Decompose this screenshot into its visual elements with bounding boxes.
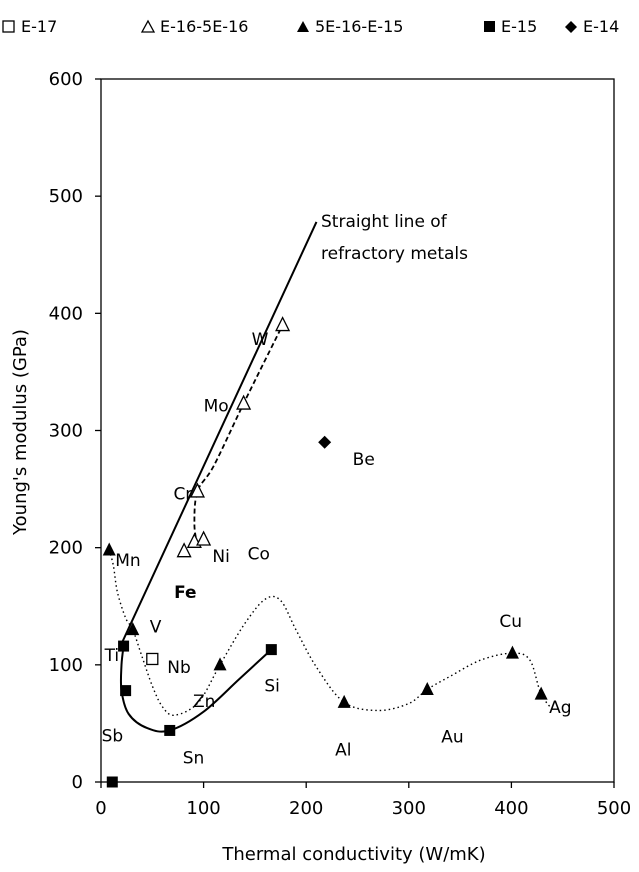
point-label-ni: Ni <box>212 547 229 567</box>
point-label-co: Co <box>248 544 270 564</box>
data-point-filled-square <box>106 776 118 788</box>
legend-label-e16: E-16-5E-16 <box>160 17 248 36</box>
x-tick-label: 400 <box>494 798 528 819</box>
data-point-open-triangle <box>236 394 252 410</box>
point-label-al: Al <box>335 740 351 760</box>
refractory-metals-line <box>120 221 318 645</box>
x-tick-label: 0 <box>95 798 106 819</box>
data-point-filled-triangle <box>102 542 116 556</box>
point-label-cr: Cr <box>173 484 192 504</box>
data-point-filled-triangle <box>213 657 227 671</box>
point-label-fe: Fe <box>174 583 196 603</box>
data-point-filled-square <box>118 640 130 652</box>
trend-curve-solid <box>119 645 272 733</box>
trend-curve-dashed <box>193 324 284 546</box>
point-label-nb: Nb <box>167 658 191 678</box>
x-tick-label: 300 <box>392 798 426 819</box>
axes: 0 100 200 300 400 500 0 100 200 300 400 500 600 <box>49 69 632 819</box>
data-point-open-triangle <box>275 316 291 332</box>
legend-label-e15: E-15 <box>501 17 537 36</box>
legend-label-5e16: 5E-16-E-15 <box>315 17 403 36</box>
y-tick-label: 600 <box>49 69 83 90</box>
data-points <box>102 316 548 788</box>
data-point-filled-triangle <box>534 686 548 700</box>
data-point-open-triangle <box>189 482 205 498</box>
data-point-open-square <box>146 652 159 666</box>
legend-label-e17: E-17 <box>21 17 57 36</box>
point-label-mn: Mn <box>115 551 140 571</box>
annotation-line-2: refractory metals <box>321 244 468 264</box>
data-point-filled-triangle <box>505 645 519 659</box>
legend-marker-e14 <box>565 21 577 33</box>
point-label-v: V <box>150 618 162 638</box>
legend-marker-5e16 <box>297 21 309 32</box>
y-tick-label: 500 <box>49 186 83 207</box>
data-point-filled-square <box>265 644 277 656</box>
point-label-si: Si <box>264 677 280 697</box>
point-label-ag: Ag <box>549 698 571 718</box>
legend-marker-e15 <box>484 21 495 32</box>
annotation-line-1: Straight line of <box>321 212 448 232</box>
data-point-filled-triangle <box>420 681 434 695</box>
point-labels: Nb W Mo Cr Ni Co Fe Mn V Zn Al Au Cu Ag Ti Sb Sn Si Be <box>102 330 572 768</box>
x-axis-label: Thermal conductivity (W/mK) <box>221 844 485 865</box>
data-point-filled-diamond <box>318 435 332 449</box>
point-label-be: Be <box>353 450 375 470</box>
point-label-mo: Mo <box>204 397 229 417</box>
legend-marker-e17 <box>2 20 15 33</box>
data-point-filled-square <box>164 724 176 736</box>
legend-svg: E-17 E-16-5E-16 5E-16-E-15 E-15 E-14 <box>2 17 619 36</box>
y-tick-label: 400 <box>49 303 83 324</box>
legend-marker-e16 <box>140 19 156 33</box>
point-label-sb: Sb <box>102 727 124 747</box>
legend-label-e14: E-14 <box>583 17 619 36</box>
y-tick-label: 200 <box>49 538 83 559</box>
point-label-cu: Cu <box>499 612 522 632</box>
x-tick-label: 200 <box>289 798 323 819</box>
curves <box>108 221 556 733</box>
y-axis-label: Young's modulus (GPa) <box>10 329 31 536</box>
data-point-filled-triangle <box>126 622 140 636</box>
y-tick-label: 300 <box>49 421 83 442</box>
data-point-open-triangle <box>196 530 212 546</box>
y-tick-label: 100 <box>49 655 83 676</box>
data-point-filled-square <box>120 685 132 697</box>
y-tick-label: 0 <box>72 772 83 793</box>
point-label-w: W <box>252 330 269 350</box>
data-point-open-triangle <box>176 542 192 558</box>
point-label-sn: Sn <box>183 748 205 768</box>
x-tick-label: 500 <box>597 798 631 819</box>
point-label-zn: Zn <box>193 692 215 712</box>
point-label-au: Au <box>441 727 463 747</box>
x-tick-label: 100 <box>186 798 220 819</box>
point-label-ti: Ti <box>104 646 120 666</box>
trend-curve-dotted <box>108 549 556 716</box>
data-point-filled-triangle <box>337 694 351 708</box>
chart-legend: E-17 E-16-5E-16 5E-16-E-15 E-15 E-14 <box>0 12 639 40</box>
